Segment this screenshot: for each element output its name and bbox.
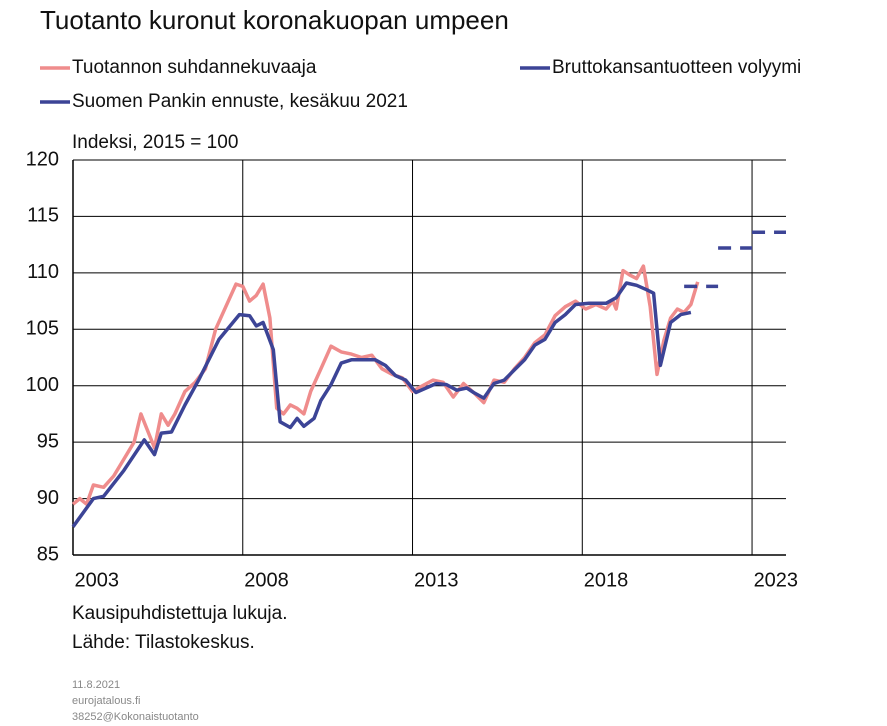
series-line: [71, 281, 692, 528]
y-tick-label: 100: [26, 374, 59, 396]
note: Lähde: Tilastokeskus.: [72, 632, 255, 653]
y-tick-label: 85: [37, 543, 59, 565]
y-tick-label: 95: [37, 430, 59, 452]
x-tick-label: 2018: [584, 569, 629, 591]
x-tick-label: 2008: [244, 569, 289, 591]
note: Kausipuhdistettuja lukuja.: [72, 603, 287, 624]
footer: 38252@Kokonaistuotanto: [72, 711, 199, 723]
y-tick-label: 115: [27, 205, 59, 227]
y-axis-label: Indeksi, 2015 = 100: [72, 132, 238, 153]
y-tick-label: 110: [27, 261, 59, 283]
legend-label: Tuotannon suhdannekuvaaja: [72, 57, 317, 78]
x-tick-label: 2013: [414, 569, 459, 591]
x-tick-label: 2003: [75, 569, 120, 591]
legend-label: Suomen Pankin ennuste, kesäkuu 2021: [72, 91, 408, 112]
footer: eurojatalous.fi: [72, 695, 141, 707]
footer: 11.8.2021: [72, 679, 120, 691]
x-tick-label: 2023: [754, 569, 799, 591]
y-tick-label: 120: [26, 148, 59, 170]
chart-title: Tuotanto kuronut koronakuopan umpeen: [40, 5, 509, 35]
y-tick-label: 90: [37, 487, 59, 509]
legend-label: Bruttokansantuotteen volyymi: [552, 57, 801, 78]
y-tick-label: 105: [26, 318, 59, 340]
